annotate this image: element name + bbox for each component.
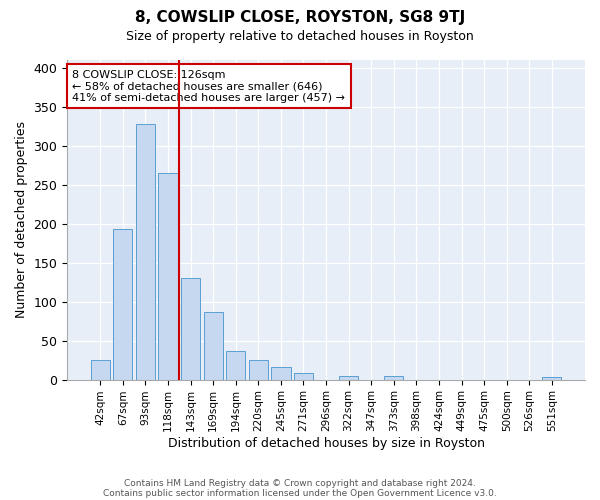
Y-axis label: Number of detached properties: Number of detached properties bbox=[15, 122, 28, 318]
Bar bbox=[249, 360, 268, 380]
Bar bbox=[271, 367, 290, 380]
Text: Size of property relative to detached houses in Royston: Size of property relative to detached ho… bbox=[126, 30, 474, 43]
Bar bbox=[136, 124, 155, 380]
Bar bbox=[91, 360, 110, 380]
Text: Contains public sector information licensed under the Open Government Licence v3: Contains public sector information licen… bbox=[103, 488, 497, 498]
Bar bbox=[384, 376, 403, 380]
Bar bbox=[542, 378, 562, 380]
X-axis label: Distribution of detached houses by size in Royston: Distribution of detached houses by size … bbox=[167, 437, 485, 450]
Bar bbox=[113, 229, 133, 380]
Bar bbox=[203, 312, 223, 380]
Bar bbox=[158, 173, 178, 380]
Bar bbox=[226, 351, 245, 380]
Text: 8 COWSLIP CLOSE: 126sqm
← 58% of detached houses are smaller (646)
41% of semi-d: 8 COWSLIP CLOSE: 126sqm ← 58% of detache… bbox=[73, 70, 346, 103]
Bar bbox=[294, 374, 313, 380]
Bar bbox=[181, 278, 200, 380]
Text: Contains HM Land Registry data © Crown copyright and database right 2024.: Contains HM Land Registry data © Crown c… bbox=[124, 478, 476, 488]
Bar bbox=[339, 376, 358, 380]
Text: 8, COWSLIP CLOSE, ROYSTON, SG8 9TJ: 8, COWSLIP CLOSE, ROYSTON, SG8 9TJ bbox=[135, 10, 465, 25]
